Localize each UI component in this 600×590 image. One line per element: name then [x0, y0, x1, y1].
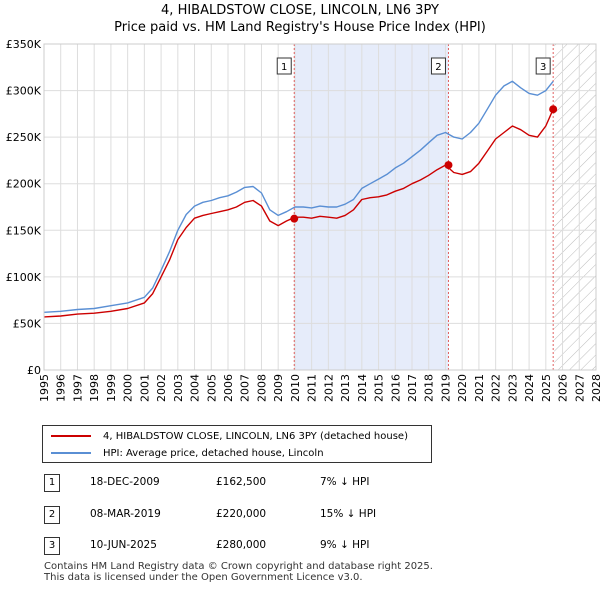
x-tick-label: 1997 [71, 374, 84, 402]
legend-label-property: 4, HIBALDSTOW CLOSE, LINCOLN, LN6 3PY (d… [103, 430, 408, 442]
x-tick-label: 2002 [155, 374, 168, 402]
sale-point [549, 105, 558, 114]
price-chart: 1 2 3 £0 £50K £100K £150K £200K £250K £300K £350K 1… [6, 38, 600, 402]
x-tick-label: 2028 [590, 374, 600, 402]
y-tick-label: £250K [6, 131, 42, 144]
x-tick-label: 2017 [406, 374, 419, 402]
sale-point [444, 161, 453, 170]
x-tick-label: 2019 [439, 374, 452, 402]
sale-number: 1 [44, 474, 60, 492]
sale-price: £220,000 [216, 508, 267, 520]
sale-delta: 9% ↓ HPI [320, 539, 370, 551]
legend-swatch-blue [51, 452, 91, 454]
sale-label-box [430, 57, 446, 75]
legend-swatch-red [51, 435, 91, 437]
x-tick-label: 2011 [306, 374, 319, 402]
sale-label-box [276, 57, 292, 75]
shaded-period [294, 44, 449, 370]
x-tick-label: 2000 [122, 374, 135, 402]
hpi-series-line [44, 80, 554, 313]
y-tick-label: £100K [6, 271, 42, 284]
chart-subtitle: Price paid vs. HM Land Registry's House … [114, 20, 486, 35]
x-tick-label: 2006 [222, 374, 235, 402]
x-tick-label: 2001 [138, 374, 151, 402]
x-tick-label: 2020 [456, 374, 469, 402]
footer-copyright: Contains HM Land Registry data © Crown c… [44, 561, 433, 572]
sale-price: £162,500 [216, 476, 267, 488]
legend-item-hpi: HPI: Average price, detached house, Linc… [51, 445, 324, 461]
sale-row-1: 1 18-DEC-2009 £162,500 7% ↓ HPI [44, 474, 564, 494]
x-tick-label: 2018 [423, 374, 436, 402]
x-tick-label: 2007 [239, 374, 252, 402]
x-tick-label: 2027 [573, 374, 586, 402]
sale-row-3: 3 10-JUN-2025 £280,000 9% ↓ HPI [44, 537, 564, 557]
sale-number: 2 [44, 506, 60, 524]
property-series-line [44, 108, 554, 318]
x-tick-label: 2005 [205, 374, 218, 402]
x-tick-label: 2012 [322, 374, 335, 402]
y-tick-label: £300K [6, 85, 42, 98]
x-tick-label: 2010 [289, 374, 302, 402]
x-tick-label: 2022 [490, 374, 503, 402]
sale-label-text: 1 [281, 62, 287, 73]
x-tick-label: 2004 [189, 374, 202, 402]
y-tick-label: £350K [6, 38, 42, 51]
series-group [44, 80, 554, 318]
legend-label-hpi: HPI: Average price, detached house, Linc… [103, 447, 324, 459]
sale-label-text: 2 [435, 62, 441, 73]
future-hatch [554, 44, 596, 370]
plot-border [43, 43, 597, 371]
sale-delta: 7% ↓ HPI [320, 476, 370, 488]
x-tick-label: 1996 [55, 374, 68, 402]
sale-delta: 15% ↓ HPI [320, 508, 377, 520]
y-tick-label: £200K [6, 178, 42, 191]
sale-date: 08-MAR-2019 [90, 508, 161, 520]
x-tick-label: 2015 [373, 374, 386, 402]
x-tick-label: 2026 [557, 374, 570, 402]
x-tick-label: 1995 [38, 374, 51, 402]
x-tick-label: 1998 [88, 374, 101, 402]
x-tick-label: 2024 [523, 374, 536, 402]
sale-price: £280,000 [216, 539, 267, 551]
y-tick-label: £150K [6, 224, 42, 237]
footer: Contains HM Land Registry data © Crown c… [44, 561, 433, 583]
sale-label-text: 3 [540, 62, 546, 73]
y-tick-label: £0 [27, 364, 41, 377]
x-tick-label: 2016 [389, 374, 402, 402]
x-tick-label: 1999 [105, 374, 118, 402]
legend: 4, HIBALDSTOW CLOSE, LINCOLN, LN6 3PY (d… [42, 425, 432, 463]
sale-date: 10-JUN-2025 [90, 539, 157, 551]
sale-point [290, 214, 299, 223]
chart-title: 4, HIBALDSTOW CLOSE, LINCOLN, LN6 3PY [161, 3, 439, 18]
sale-number: 3 [44, 537, 60, 555]
x-tick-label: 2025 [540, 374, 553, 402]
x-tick-label: 2013 [339, 374, 352, 402]
y-tick-label: £50K [13, 317, 42, 330]
x-tick-label: 2014 [356, 374, 369, 402]
footer-licence: This data is licensed under the Open Gov… [44, 572, 363, 583]
x-tick-label: 2021 [473, 374, 486, 402]
legend-item-property: 4, HIBALDSTOW CLOSE, LINCOLN, LN6 3PY (d… [51, 428, 408, 444]
x-tick-label: 2023 [506, 374, 519, 402]
sale-label-box [535, 57, 551, 75]
x-tick-label: 2003 [172, 374, 185, 402]
x-tick-label: 2008 [255, 374, 268, 402]
x-tick-label: 2009 [272, 374, 285, 402]
sale-date: 18-DEC-2009 [90, 476, 160, 488]
sale-row-2: 2 08-MAR-2019 £220,000 15% ↓ HPI [44, 506, 564, 526]
